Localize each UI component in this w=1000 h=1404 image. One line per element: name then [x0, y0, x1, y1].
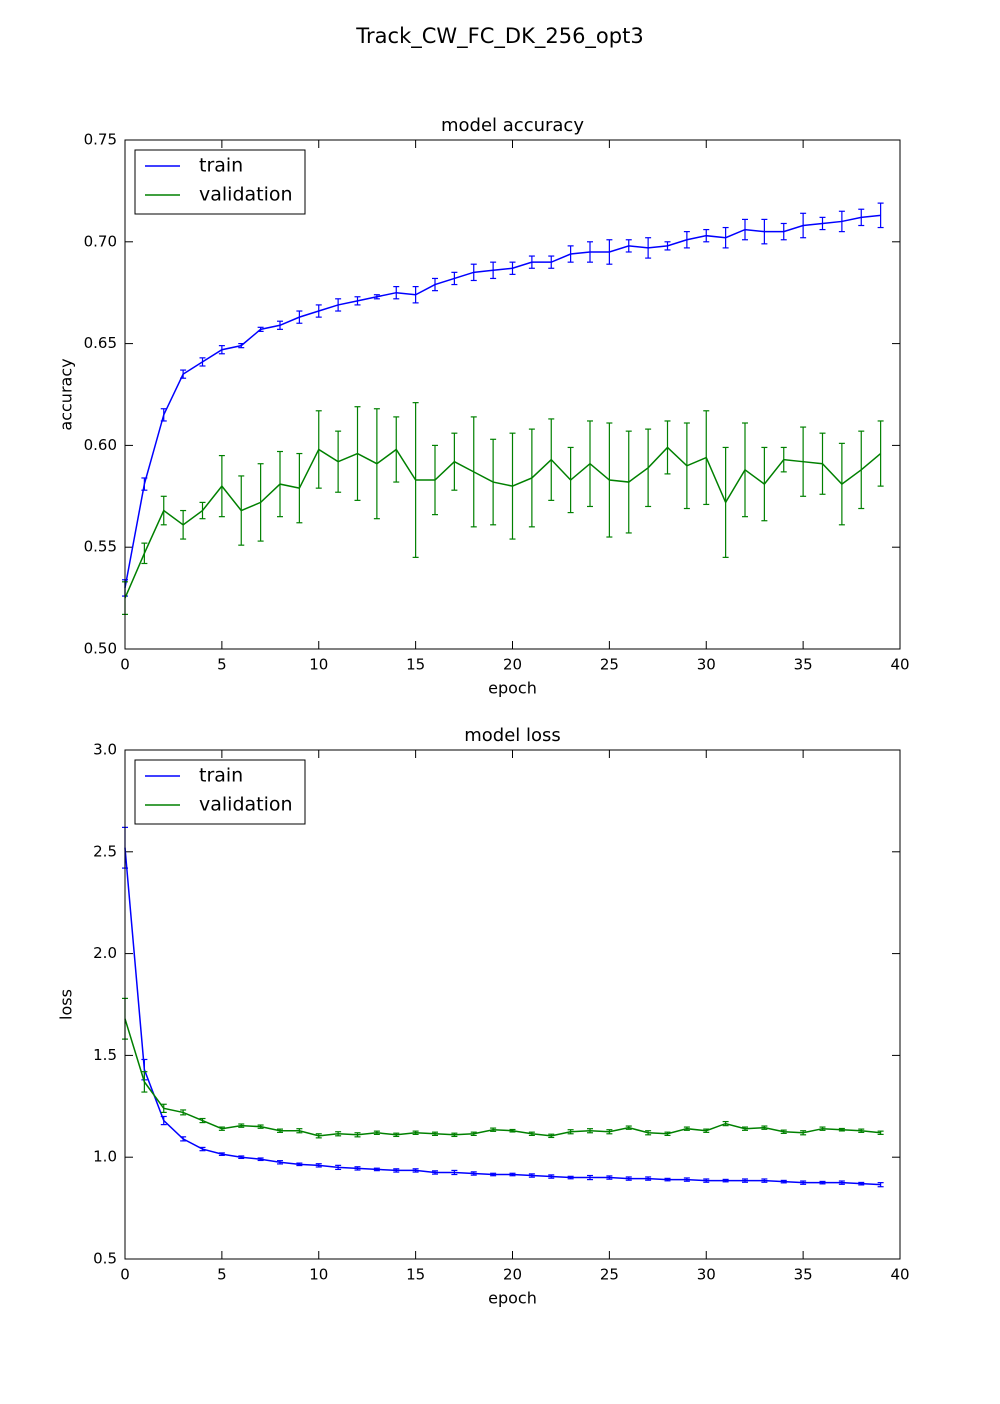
- legend-box: [134, 149, 306, 215]
- x-tick-label: 40: [890, 656, 909, 674]
- x-tick-label: 5: [217, 656, 227, 674]
- series-line: [124, 1018, 881, 1137]
- y-tick-label: 0.50: [84, 640, 117, 658]
- y-axis-label: loss: [57, 989, 76, 1020]
- plot-frame: [124, 139, 901, 650]
- series-line: [124, 214, 881, 589]
- y-tick-label: 1.5: [93, 1046, 117, 1064]
- figure-title: Track_CW_FC_DK_256_opt3: [355, 24, 643, 49]
- error-bar: [877, 1130, 884, 1135]
- x-tick-label: 15: [406, 1266, 425, 1284]
- legend-label: train: [199, 155, 243, 177]
- y-tick-label: 0.60: [84, 436, 117, 454]
- x-tick-label: 20: [503, 656, 522, 674]
- x-tick-label: 0: [120, 1266, 130, 1284]
- x-axis-label: epoch: [488, 1289, 537, 1308]
- y-axis-label: accuracy: [57, 358, 76, 430]
- subplot-title: model accuracy: [441, 115, 584, 136]
- legend-label: train: [199, 765, 243, 787]
- x-tick-label: 20: [503, 1266, 522, 1284]
- legend-label: validation: [199, 794, 293, 816]
- y-tick-label: 0.55: [84, 538, 117, 556]
- series-line: [124, 446, 882, 599]
- x-axis-label: epoch: [488, 679, 537, 698]
- x-tick-label: 10: [309, 656, 328, 674]
- x-tick-label: 5: [217, 1266, 227, 1284]
- x-tick-label: 30: [697, 656, 716, 674]
- y-tick-label: 2.5: [93, 842, 117, 860]
- y-tick-label: 3.0: [93, 741, 117, 759]
- legend-label: validation: [199, 184, 293, 206]
- y-tick-label: 0.65: [84, 334, 117, 352]
- subplot-title: model loss: [464, 725, 561, 746]
- x-tick-label: 40: [890, 1266, 909, 1284]
- y-tick-label: 0.5: [93, 1250, 117, 1268]
- series-line: [124, 847, 881, 1186]
- y-tick-label: 2.0: [93, 944, 117, 962]
- x-tick-label: 15: [406, 656, 425, 674]
- x-tick-label: 35: [794, 656, 813, 674]
- x-tick-label: 25: [600, 656, 619, 674]
- x-tick-label: 10: [309, 1266, 328, 1284]
- y-tick-label: 0.75: [84, 131, 117, 149]
- x-tick-label: 25: [600, 1266, 619, 1284]
- y-tick-label: 0.70: [84, 232, 117, 250]
- x-tick-label: 30: [697, 1266, 716, 1284]
- x-tick-label: 35: [794, 1266, 813, 1284]
- plot-frame: [124, 749, 901, 1260]
- x-tick-label: 0: [120, 656, 130, 674]
- y-tick-label: 1.0: [93, 1148, 117, 1166]
- legend-box: [134, 759, 306, 825]
